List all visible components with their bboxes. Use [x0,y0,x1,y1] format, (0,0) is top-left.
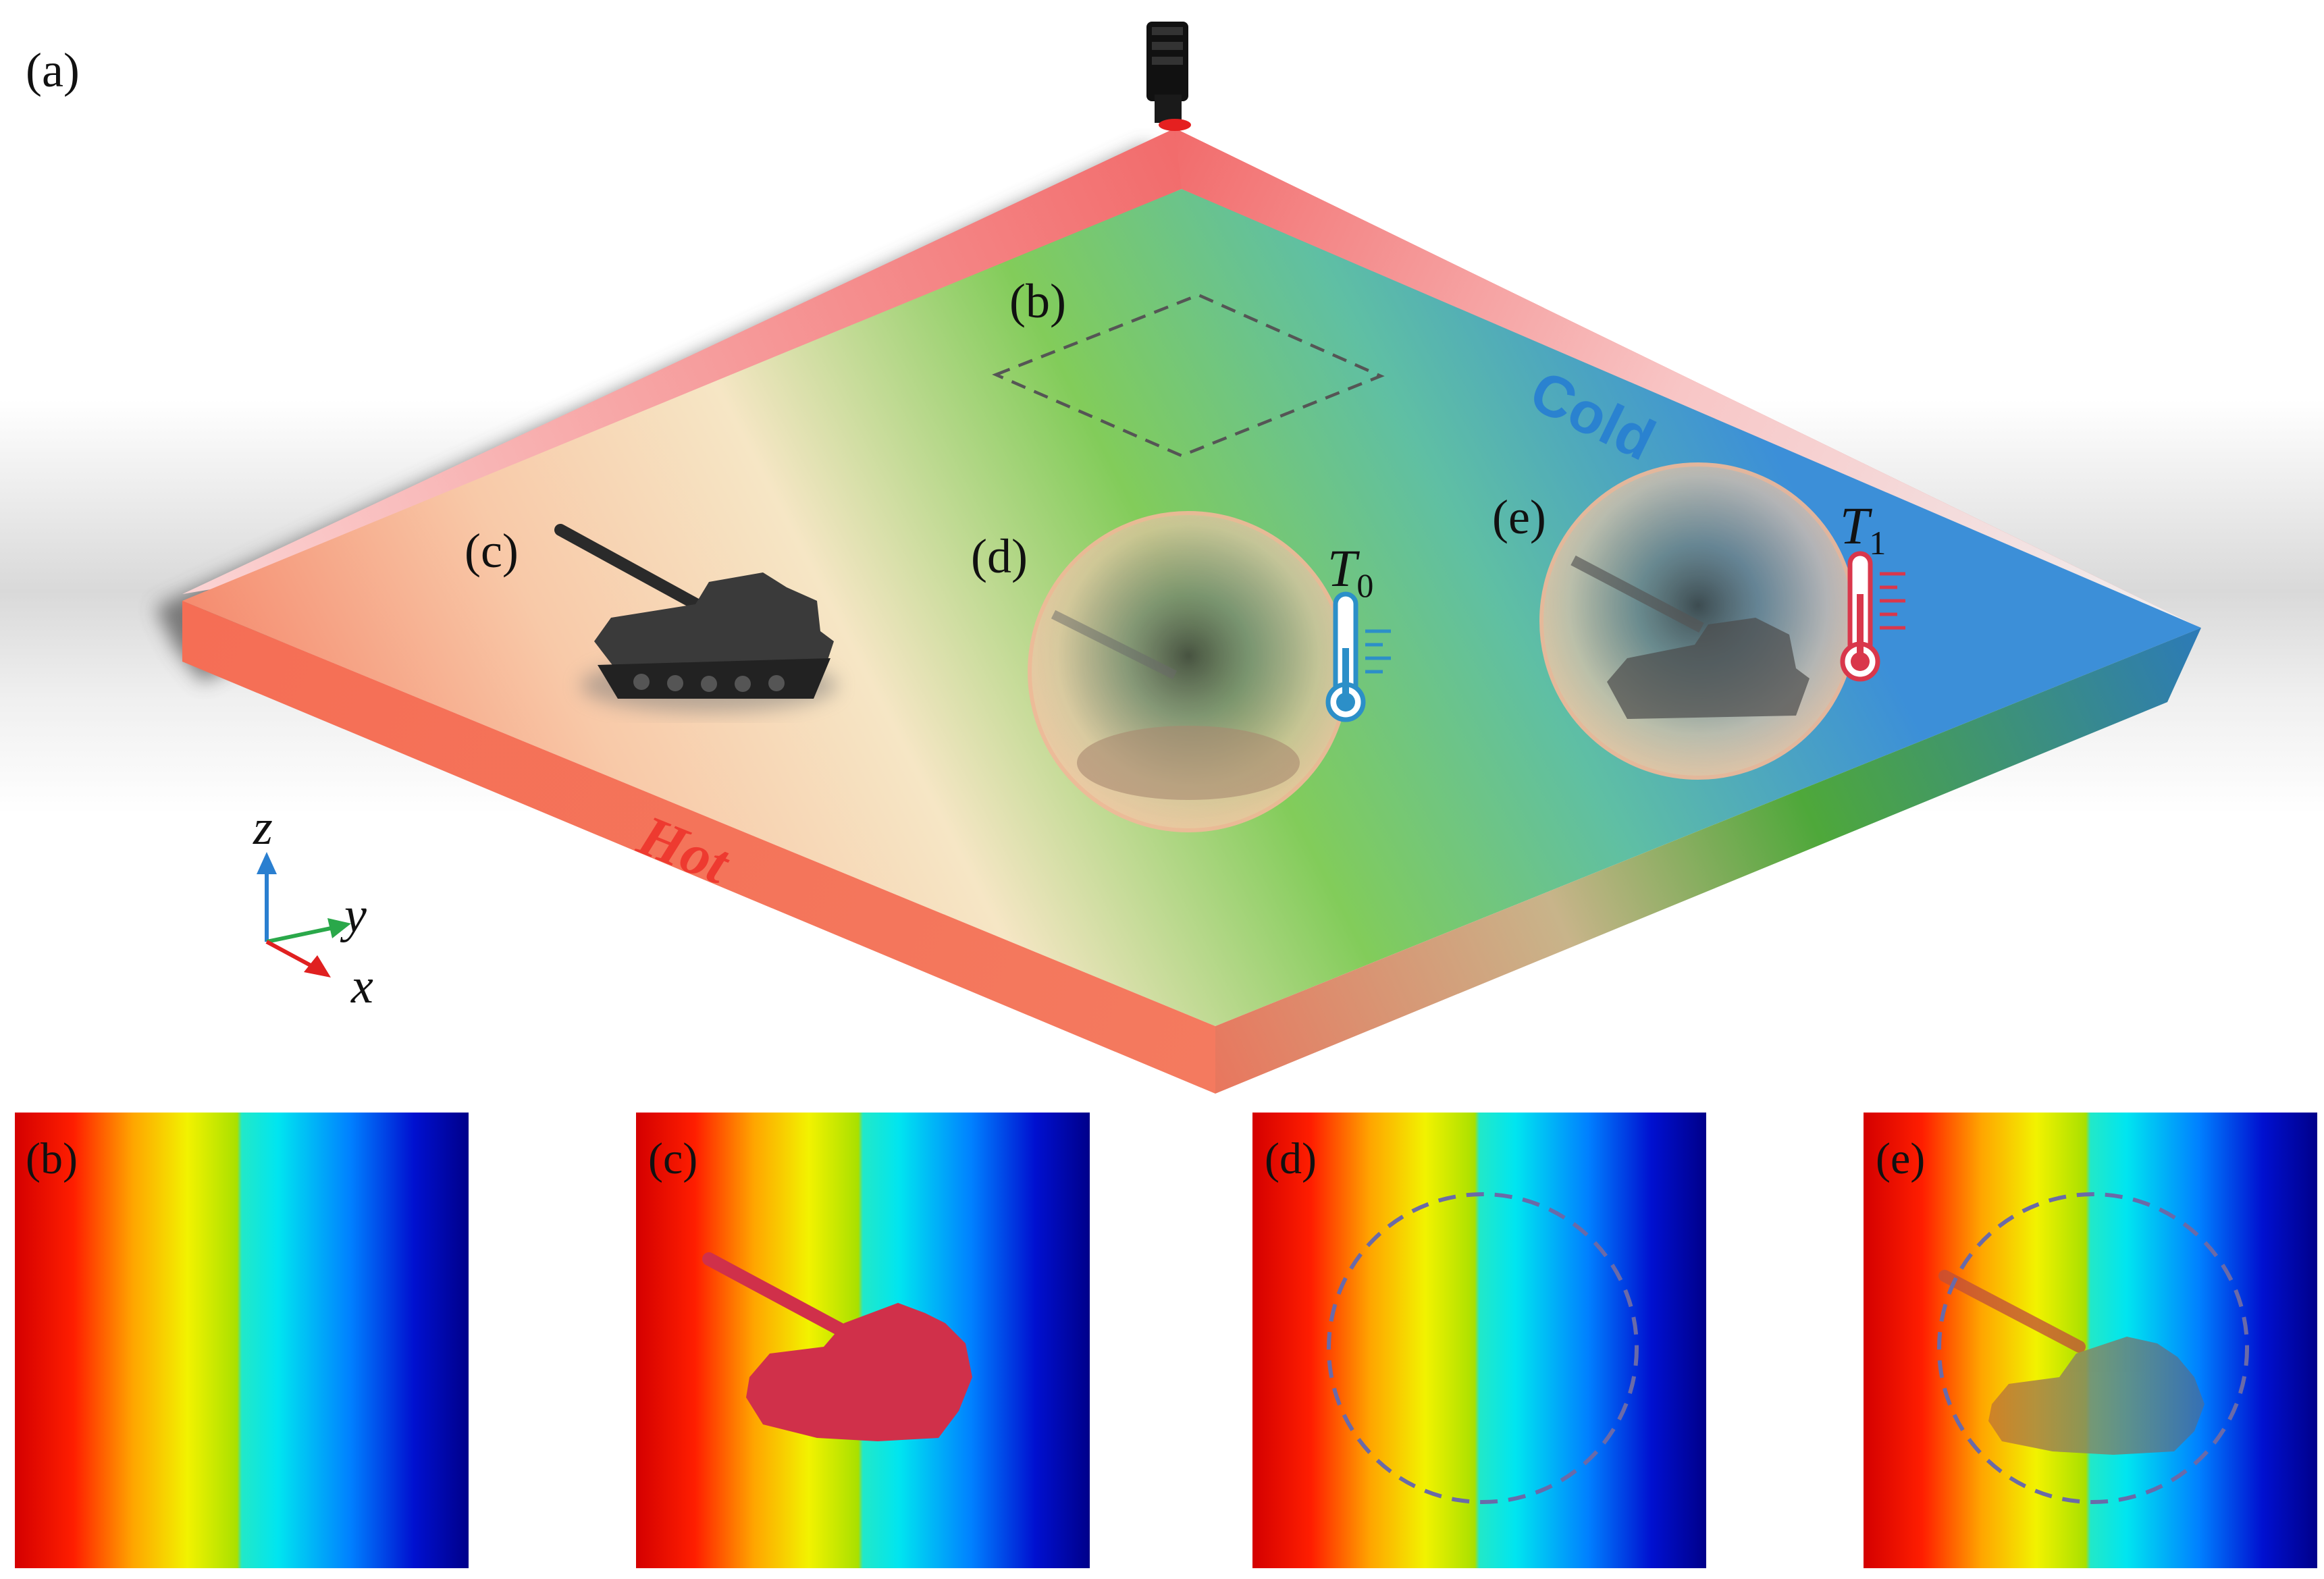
region-b-outline [992,293,1385,458]
axis-y-label: y [340,888,367,943]
region-b-label: (b) [1009,274,1066,328]
bottom-panel-c-label: (c) [648,1134,697,1183]
bottom-panel-b-label: (b) [26,1134,78,1183]
tank-hotspot-shape [702,1252,972,1441]
axis-z-label: z [253,800,273,855]
bottom-panel-b: (b) [15,1113,469,1568]
bottom-panel-d: (d) [1252,1113,1706,1568]
plate-front-edge [182,601,1215,1094]
cloak-boundary-d [1327,1192,1639,1504]
infrared-camera-icon [1146,22,1191,131]
bottom-panel-e: (e) [1864,1113,2317,1568]
thermometer-t0-label: T0 [1327,539,1373,604]
axis-x-label: x [350,959,373,1014]
plate-right-frame [1175,128,2201,631]
cloak-sphere-e [1539,462,1857,780]
region-c-label: (c) [465,524,519,578]
cloak-boundary-e [1937,1192,2249,1504]
bottom-panel-c: (c) [636,1113,1090,1568]
cloaked-tank-shape [1938,1270,2204,1455]
panel-label-a: (a) [26,43,80,97]
cloak-sphere-d [1028,511,1349,832]
region-d-label: (d) [971,529,1028,583]
region-e-label: (e) [1492,490,1546,544]
thermometer-t1-icon [1840,551,1905,682]
bottom-panel-e-label: (e) [1876,1134,1925,1183]
tank-c-icon [554,524,837,712]
thermometer-t0-icon [1325,591,1391,722]
coordinate-axes [257,852,351,978]
plate-right-edge [1215,628,2201,1094]
bottom-panel-d-label: (d) [1265,1134,1317,1183]
thermometer-t1-label: T1 [1840,496,1886,562]
